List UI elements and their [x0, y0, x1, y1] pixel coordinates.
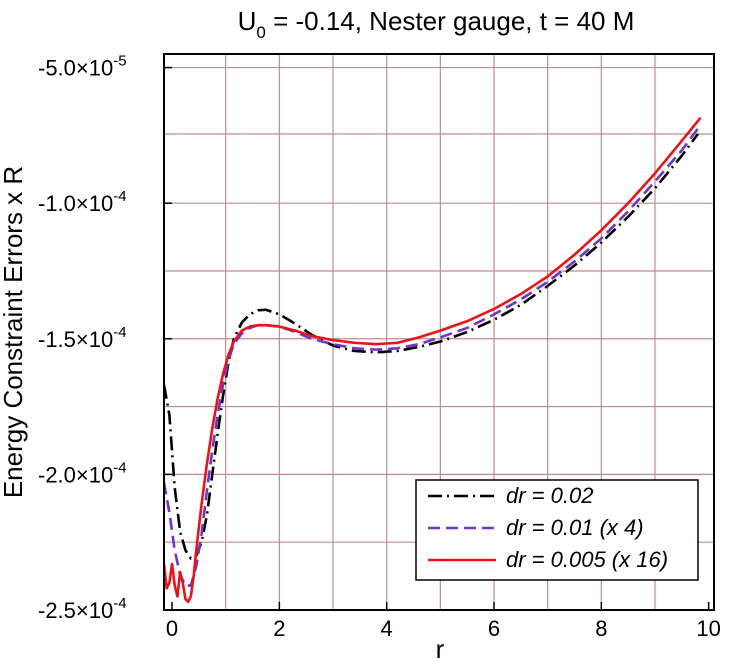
x-tick-label-4: 8	[595, 616, 607, 641]
legend-label-0: dr = 0.02	[506, 483, 593, 508]
chart-title-subscript: 0	[256, 23, 265, 42]
y-tick-label-4: -2.5×10-4	[38, 595, 127, 623]
y-tick-label-2: -1.5×10-4	[38, 324, 127, 352]
legend: dr = 0.02 dr = 0.01 (x 4) dr = 0.005 (x 16…	[415, 479, 699, 581]
x-tick-label-1: 2	[273, 616, 285, 641]
chart-title: U0 = -0.14, Nester gauge, t = 40 M	[238, 6, 635, 42]
tick-labels: 0 2 4 6 8 10 -5.0×10-5 -1.0×10-4 -1.5×10-4 -2.0×1…	[38, 53, 721, 641]
plot-frame	[163, 53, 715, 611]
y-axis-title: Energy Constraint Errors x R	[0, 166, 28, 498]
y-tick-label-1: -1.0×10-4	[38, 188, 127, 216]
y-tick-label-0: -5.0×10-5	[38, 53, 127, 81]
x-tick-label-3: 6	[488, 616, 500, 641]
series-line-2	[164, 116, 702, 604]
x-tick-label-0: 0	[166, 616, 178, 641]
y-tick-label-3: -2.0×10-4	[38, 459, 127, 487]
x-tick-label-5: 10	[696, 616, 720, 641]
grid	[164, 54, 714, 610]
x-tick-label-2: 4	[381, 616, 393, 641]
x-axis-title: r	[436, 634, 445, 664]
series-layer	[164, 116, 702, 604]
legend-label-1: dr = 0.01 (x 4)	[506, 515, 644, 540]
legend-label-2: dr = 0.005 (x 16)	[506, 547, 668, 572]
ticks	[164, 66, 710, 611]
series-line-1	[164, 127, 699, 587]
